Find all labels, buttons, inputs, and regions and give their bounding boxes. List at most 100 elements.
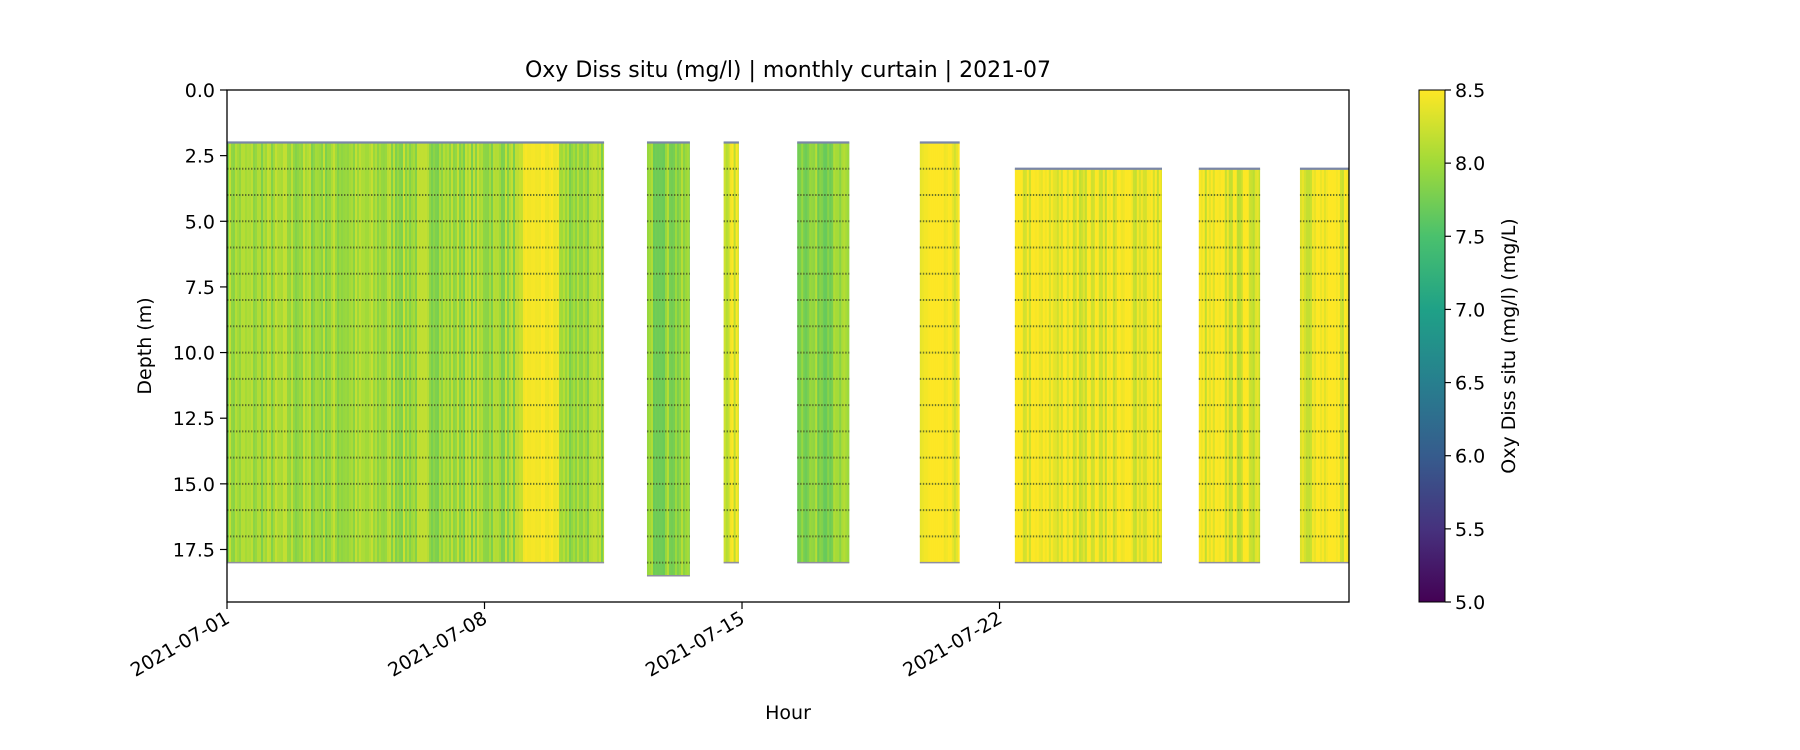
colorbar-tick-label: 5.5 [1455, 519, 1485, 541]
oxygen-column [1074, 168, 1078, 563]
oxygen-column [1224, 168, 1228, 563]
colorbar-ticks: 5.0 5.5 6.0 6.5 7.0 7.5 8.0 8.5 [1445, 80, 1485, 614]
oxygen-column [291, 142, 294, 563]
oxygen-column [1016, 168, 1020, 563]
oxygen-column [1250, 168, 1254, 563]
oxygen-column [339, 142, 342, 563]
oxygen-column [501, 142, 504, 563]
oxygen-column [929, 142, 933, 563]
oxygen-column [477, 142, 480, 563]
oxygen-column [1040, 168, 1044, 563]
oxygen-column [333, 142, 336, 563]
oxygen-column [231, 142, 234, 563]
oxygen-column [411, 142, 414, 563]
oxygen-column [1122, 168, 1126, 563]
oxygen-column [737, 142, 739, 563]
oxygen-column [1206, 168, 1210, 563]
colorbar-tick-label: 7.5 [1455, 226, 1485, 248]
oxygen-column [1070, 168, 1074, 563]
oxygen-column [483, 142, 486, 563]
oxygen-column [1204, 168, 1208, 563]
oxygen-column [1140, 168, 1144, 563]
oxygen-column [1323, 168, 1327, 563]
oxygen-column [1234, 168, 1238, 563]
oxygen-column [1301, 168, 1305, 563]
oxygen-column [1020, 168, 1024, 563]
oxygen-column [666, 142, 670, 576]
oxygen-column [1108, 168, 1112, 563]
oxygen-column [819, 142, 822, 563]
y-axis-label: Depth (m) [134, 297, 156, 394]
chart-title: Oxy Diss situ (mg/l) | monthly curtain |… [525, 58, 1051, 83]
oxygen-column [1309, 168, 1313, 563]
oxygen-column [375, 142, 378, 563]
oxygen-column [1048, 168, 1052, 563]
oxygen-column [285, 142, 288, 563]
oxygen-column [1256, 168, 1260, 563]
oxygen-column [668, 142, 672, 576]
oxygen-column [1198, 168, 1202, 563]
oxygen-column [543, 142, 546, 563]
oxygen-column [603, 142, 605, 563]
oxygen-column [321, 142, 324, 563]
oxygen-column [495, 142, 498, 563]
colorbar-tick-label: 6.5 [1455, 373, 1485, 395]
oxygen-column [1210, 168, 1214, 563]
oxygen-column [1313, 168, 1317, 563]
oxygen-column [1319, 168, 1323, 563]
oxygen-column [1068, 168, 1072, 563]
oxygen-column [1142, 168, 1146, 563]
oxygen-column [1090, 168, 1094, 563]
oxygen-column [1214, 168, 1218, 563]
colorbar-tick-label: 8.0 [1455, 153, 1485, 175]
oxygen-column [1236, 168, 1240, 563]
oxygen-column [309, 142, 312, 563]
y-tick-label: 2.5 [185, 146, 215, 168]
oxygen-column [1046, 168, 1050, 563]
oxygen-column [1160, 168, 1162, 563]
oxygen-column [1118, 168, 1122, 563]
oxygen-column [1104, 168, 1108, 563]
oxygen-column [1315, 168, 1319, 563]
oxygen-column [1022, 168, 1026, 563]
oxygen-column [1062, 168, 1066, 563]
oxygen-column [680, 142, 684, 576]
oxygen-column [1116, 168, 1120, 563]
curtain-segment [1198, 167, 1261, 564]
oxygen-column [1126, 168, 1130, 563]
oxygen-column [1343, 168, 1347, 563]
curtain-segment [646, 141, 690, 577]
oxygen-column [843, 142, 846, 563]
oxygen-column [1038, 168, 1042, 563]
oxygen-column [1146, 168, 1150, 563]
x-tick-label: 2021-07-01 [127, 607, 234, 681]
oxygen-column [567, 142, 570, 563]
oxygen-column [1321, 168, 1325, 563]
oxygen-column [1246, 168, 1250, 563]
oxygen-column [1066, 168, 1070, 563]
y-tick-label: 10.0 [173, 343, 215, 365]
oxygen-column [1028, 168, 1032, 563]
x-tick-label: 2021-07-22 [899, 607, 1006, 681]
oxygen-column [363, 142, 366, 563]
oxygen-column [1018, 168, 1022, 563]
oxygen-column [1100, 168, 1104, 563]
oxygen-column [1244, 168, 1248, 563]
oxygen-column [1098, 168, 1102, 563]
oxygen-column [573, 142, 576, 563]
colorbar [1418, 89, 1446, 603]
oxygen-column [923, 142, 927, 563]
oxygen-column [1325, 168, 1329, 563]
oxygen-column [1032, 168, 1036, 563]
oxygen-column [1220, 168, 1224, 563]
oxygen-column [597, 142, 600, 563]
oxygen-column [660, 142, 664, 576]
x-tick-label: 2021-07-15 [642, 607, 749, 681]
oxygen-column [1232, 168, 1236, 563]
oxygen-column [441, 142, 444, 563]
oxygen-column [1128, 168, 1132, 563]
curtain-segment [919, 141, 960, 564]
oxygen-column [1102, 168, 1106, 563]
oxygen-column [1212, 168, 1216, 563]
oxygen-column [255, 142, 258, 563]
